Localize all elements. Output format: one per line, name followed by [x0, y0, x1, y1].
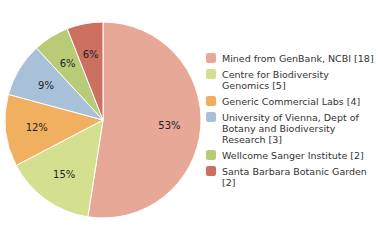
legend-item: Santa Barbara Botanic Garden [2]: [206, 166, 376, 188]
slices: [5, 22, 201, 218]
legend-item: Wellcome Sanger Institute [2]: [206, 150, 376, 161]
data-labels: 53% 15% 12% 9% 6% 6%: [26, 49, 181, 180]
slice: [67, 22, 103, 120]
data-label: 6%: [60, 58, 76, 69]
legend-item: Mined from GenBank, NCBI [18]: [206, 53, 376, 64]
data-label: 9%: [38, 80, 54, 91]
legend-item: Generic Commercial Labs [4]: [206, 96, 376, 107]
data-label: 15%: [53, 169, 75, 180]
legend-swatch: [206, 112, 216, 122]
legend-label: University of Vienna, Dept of Botany and…: [222, 112, 359, 145]
data-label: 12%: [26, 122, 48, 133]
legend-item: University of Vienna, Dept of Botany and…: [206, 112, 376, 145]
legend-swatch: [206, 53, 216, 63]
slice: [88, 22, 201, 218]
data-label: 53%: [158, 120, 180, 131]
legend-item: Centre for Biodiversity Genomics [5]: [206, 69, 376, 91]
legend-label: Wellcome Sanger Institute [2]: [222, 150, 364, 161]
legend-swatch: [206, 150, 216, 160]
legend-swatch: [206, 96, 216, 106]
legend-swatch: [206, 69, 216, 79]
legend-label: Centre for Biodiversity Genomics [5]: [222, 69, 329, 91]
legend: Mined from GenBank, NCBI [18] Centre for …: [206, 0, 376, 240]
pie-area: 53% 15% 12% 9% 6% 6%: [0, 0, 206, 240]
legend-label: Mined from GenBank, NCBI [18]: [222, 53, 374, 64]
data-label: 6%: [83, 49, 99, 60]
legend-swatch: [206, 166, 216, 176]
legend-label: Generic Commercial Labs [4]: [222, 96, 360, 107]
legend-label: Santa Barbara Botanic Garden [2]: [222, 166, 376, 188]
